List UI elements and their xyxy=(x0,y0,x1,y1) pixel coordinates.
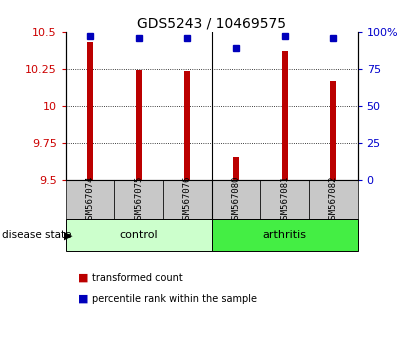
Bar xyxy=(163,180,212,219)
Text: GSM567080: GSM567080 xyxy=(231,176,240,224)
Bar xyxy=(66,180,114,219)
Bar xyxy=(185,71,190,180)
Bar xyxy=(136,70,142,180)
Text: GSM567074: GSM567074 xyxy=(85,176,95,224)
Text: control: control xyxy=(120,230,158,240)
Bar xyxy=(330,81,336,180)
Text: ▶: ▶ xyxy=(64,230,72,240)
Text: ■: ■ xyxy=(78,294,89,304)
Title: GDS5243 / 10469575: GDS5243 / 10469575 xyxy=(137,17,286,31)
Bar xyxy=(212,180,260,219)
Bar xyxy=(87,42,93,180)
Text: transformed count: transformed count xyxy=(92,273,183,283)
Bar xyxy=(309,180,358,219)
Text: GSM567075: GSM567075 xyxy=(134,176,143,224)
Bar xyxy=(233,157,239,180)
Text: GSM567076: GSM567076 xyxy=(183,176,192,224)
Bar xyxy=(260,180,309,219)
Text: disease state: disease state xyxy=(2,230,72,240)
Text: arthritis: arthritis xyxy=(263,230,307,240)
Text: GSM567081: GSM567081 xyxy=(280,176,289,224)
Bar xyxy=(114,180,163,219)
Text: ■: ■ xyxy=(78,273,89,283)
Text: GSM567082: GSM567082 xyxy=(329,176,338,224)
Bar xyxy=(282,51,288,180)
Text: percentile rank within the sample: percentile rank within the sample xyxy=(92,294,257,304)
